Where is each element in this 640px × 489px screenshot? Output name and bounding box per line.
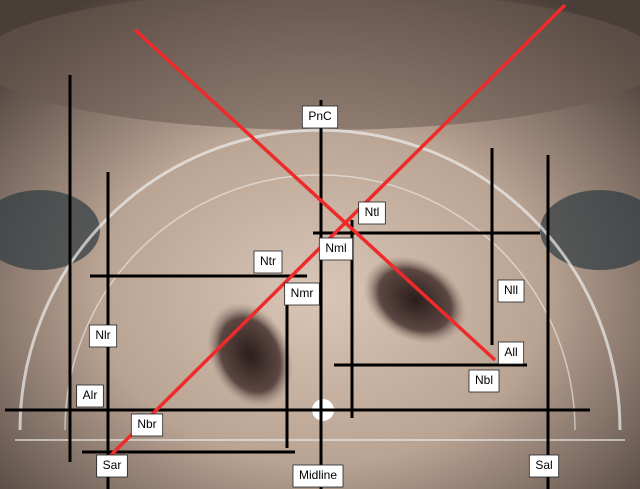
label-background — [292, 464, 344, 488]
label-background — [253, 250, 283, 274]
landmark-label: PnC — [308, 109, 332, 123]
label-background — [468, 369, 500, 393]
landmark-label: Ntl — [365, 205, 380, 219]
label-box: Nbl — [468, 369, 500, 393]
label-box: Alr — [76, 384, 104, 408]
landmark-label: Sal — [535, 458, 552, 472]
landmark-label: Nbl — [475, 373, 493, 387]
label-box: Ntl — [358, 201, 386, 225]
landmark-label: Ntr — [260, 254, 276, 268]
landmark-labels: PnC Ntl Nml Ntr Nmr Nll Nlr All Nbl Alr Nbr Sar Midl… — [76, 105, 560, 488]
label-box: Midline — [292, 464, 344, 488]
label-background — [497, 279, 525, 303]
label-box: Ntr — [253, 250, 283, 274]
landmark-label: Nlr — [95, 328, 110, 342]
landmark-label: Nbr — [137, 417, 156, 431]
label-box: Nll — [497, 279, 525, 303]
label-background — [76, 384, 104, 408]
label-background — [528, 454, 560, 478]
landmark-label: Nll — [504, 283, 518, 297]
landmark-label: Nml — [325, 241, 346, 255]
label-background — [301, 105, 339, 129]
label-background — [96, 454, 128, 478]
landmark-label: Sar — [103, 458, 122, 472]
label-box: Sal — [528, 454, 560, 478]
label-box: PnC — [301, 105, 339, 129]
label-background — [284, 282, 320, 306]
landmark-label: Alr — [83, 388, 98, 402]
label-box: Nbr — [130, 413, 164, 437]
landmark-label: Nmr — [291, 286, 314, 300]
label-box: All — [497, 341, 525, 365]
label-box: Sar — [96, 454, 128, 478]
label-box: Nlr — [88, 324, 118, 348]
label-box: Nml — [318, 237, 354, 261]
label-background — [358, 201, 386, 225]
label-background — [88, 324, 118, 348]
label-background — [130, 413, 164, 437]
landmark-label: All — [504, 345, 517, 359]
landmark-label: Midline — [299, 468, 337, 482]
label-background — [318, 237, 354, 261]
label-box: Nmr — [284, 282, 320, 306]
label-background — [497, 341, 525, 365]
